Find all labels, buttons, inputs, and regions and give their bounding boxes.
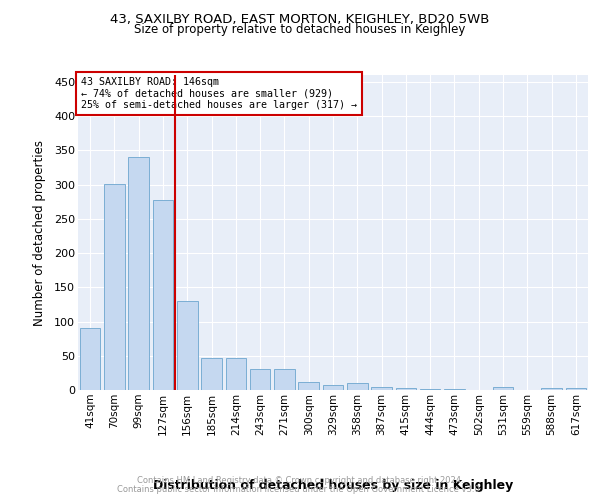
Text: Contains public sector information licensed under the Open Government Licence v3: Contains public sector information licen… [118, 484, 482, 494]
Bar [177, 301, 197, 390]
Bar [566, 388, 586, 390]
Text: Size of property relative to detached houses in Keighley: Size of property relative to detached ho… [134, 22, 466, 36]
Bar [201, 358, 222, 390]
X-axis label: Distribution of detached houses by size in Keighley: Distribution of detached houses by size … [153, 480, 513, 492]
Bar [274, 370, 295, 390]
Bar [152, 200, 173, 390]
Bar [347, 383, 368, 390]
Bar [323, 385, 343, 390]
Text: 43 SAXILBY ROAD: 146sqm
← 74% of detached houses are smaller (929)
25% of semi-d: 43 SAXILBY ROAD: 146sqm ← 74% of detache… [80, 76, 356, 110]
Bar [250, 370, 271, 390]
Bar [444, 388, 465, 390]
Text: Contains HM Land Registry data © Crown copyright and database right 2024.: Contains HM Land Registry data © Crown c… [137, 476, 463, 485]
Bar [493, 388, 514, 390]
Y-axis label: Number of detached properties: Number of detached properties [33, 140, 46, 326]
Bar [420, 388, 440, 390]
Bar [104, 184, 125, 390]
Bar [395, 388, 416, 390]
Bar [80, 328, 100, 390]
Bar [298, 382, 319, 390]
Text: 43, SAXILBY ROAD, EAST MORTON, KEIGHLEY, BD20 5WB: 43, SAXILBY ROAD, EAST MORTON, KEIGHLEY,… [110, 12, 490, 26]
Bar [128, 157, 149, 390]
Bar [226, 358, 246, 390]
Bar [541, 388, 562, 390]
Bar [371, 386, 392, 390]
